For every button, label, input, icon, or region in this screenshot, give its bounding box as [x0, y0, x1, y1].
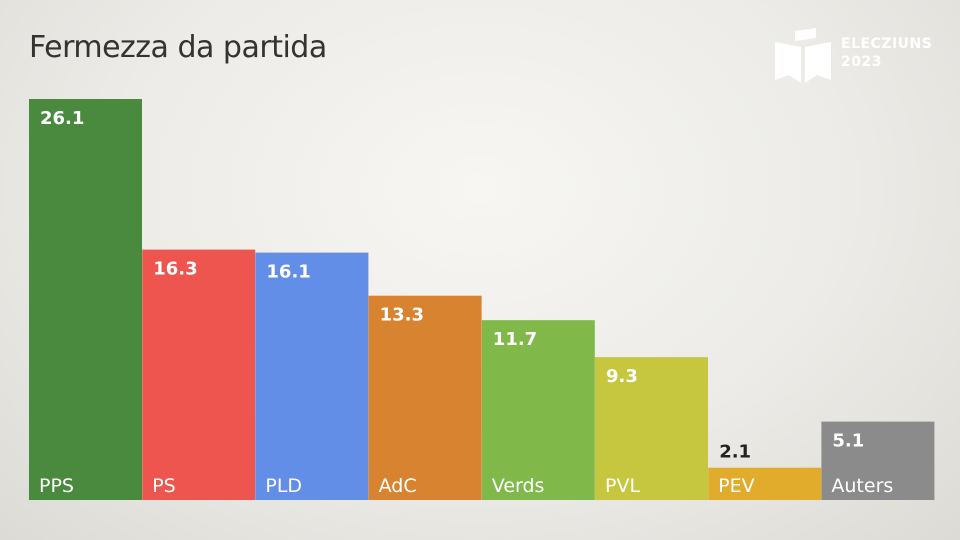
bar-pld	[255, 252, 369, 500]
category-label-pps: PPS	[39, 475, 74, 497]
category-label-auters: Auters	[831, 475, 893, 497]
bar-pps	[29, 99, 142, 500]
logo-line-2: 2023	[841, 54, 882, 70]
value-label-auters: 5.1	[832, 431, 864, 452]
category-label-pvl: PVL	[605, 475, 640, 497]
value-label-pld: 16.1	[266, 262, 310, 283]
category-label-verds: Verds	[492, 475, 545, 497]
value-label-pps: 26.1	[40, 108, 84, 129]
bar-ps	[142, 249, 256, 500]
category-label-ps: PS	[152, 475, 176, 497]
bar-pev	[708, 467, 822, 500]
value-label-pev: 2.1	[719, 442, 751, 463]
ballot-box-icon	[775, 28, 831, 83]
chart-title: Fermezza da partida	[29, 30, 327, 65]
category-label-pev: PEV	[718, 475, 754, 497]
value-label-pvl: 9.3	[606, 366, 638, 387]
category-label-pld: PLD	[265, 475, 302, 497]
bar-verds	[481, 320, 595, 500]
value-label-verds: 11.7	[493, 329, 537, 350]
value-label-ps: 16.3	[153, 259, 197, 280]
bar-adc	[368, 295, 482, 500]
category-label-adc: AdC	[379, 475, 417, 497]
elections-logo: ELECZIUNS 2023	[772, 28, 942, 84]
bar-auters	[821, 421, 935, 500]
value-label-adc: 13.3	[380, 305, 424, 326]
logo-line-1: ELECZIUNS	[841, 36, 933, 52]
bar-pvl	[595, 357, 708, 500]
